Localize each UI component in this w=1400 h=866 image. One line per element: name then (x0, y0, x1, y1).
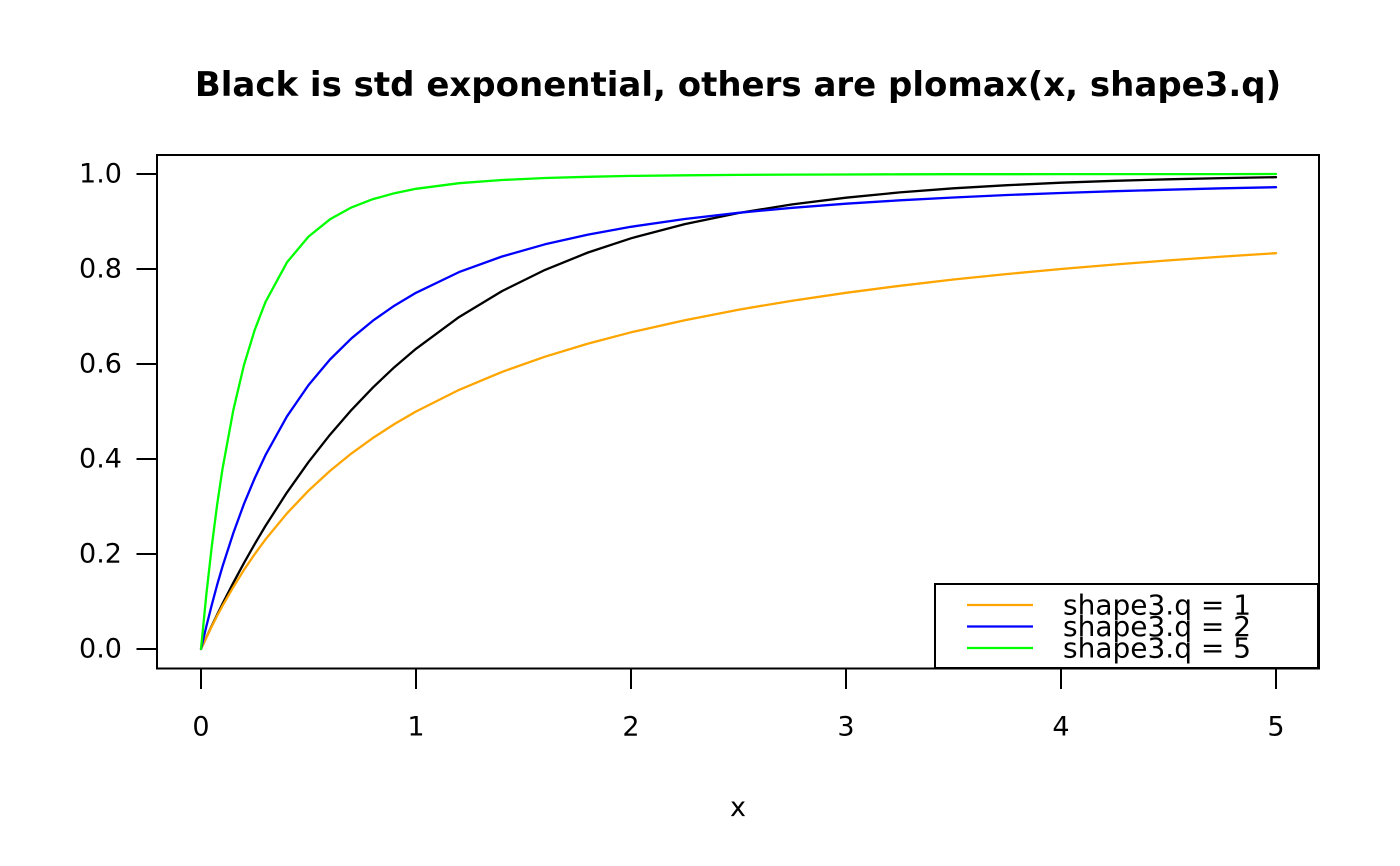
chart-title: Black is std exponential, others are plo… (195, 65, 1281, 105)
x-tick-label: 4 (1052, 712, 1069, 743)
y-tick-label: 1.0 (79, 159, 122, 190)
y-tick-label: 0.4 (79, 444, 122, 475)
y-tick-label: 0.0 (79, 634, 122, 665)
legend-label: shape3.q = 5 (1063, 632, 1251, 665)
y-axis: 0.0 0.2 0.4 0.6 0.8 1.0 (79, 159, 157, 665)
curves (199, 172, 1278, 651)
x-tick-label: 3 (837, 712, 854, 743)
x-tick-label: 5 (1267, 712, 1284, 743)
legend-label: shape3.q = 2 (1063, 610, 1251, 643)
y-tick-label: 0.6 (79, 349, 122, 380)
x-axis-label: x (730, 792, 746, 823)
x-tick-label: 1 (407, 712, 424, 743)
x-tick-label: 2 (622, 712, 639, 743)
curve-std-exponential (199, 176, 1278, 651)
curve-shape3-q-5 (199, 172, 1278, 651)
curve-shape3-q-1 (199, 252, 1278, 651)
legend-box (934, 583, 1319, 669)
legend-label: shape3.q = 1 (1063, 589, 1251, 622)
y-tick-label: 0.2 (79, 539, 122, 570)
x-tick-label: 0 (192, 712, 209, 743)
plot-box (156, 154, 1320, 670)
curve-shape3-q-2 (199, 186, 1278, 651)
x-axis: 0 1 2 3 4 5 (192, 668, 1285, 743)
y-tick-label: 0.8 (79, 254, 122, 285)
